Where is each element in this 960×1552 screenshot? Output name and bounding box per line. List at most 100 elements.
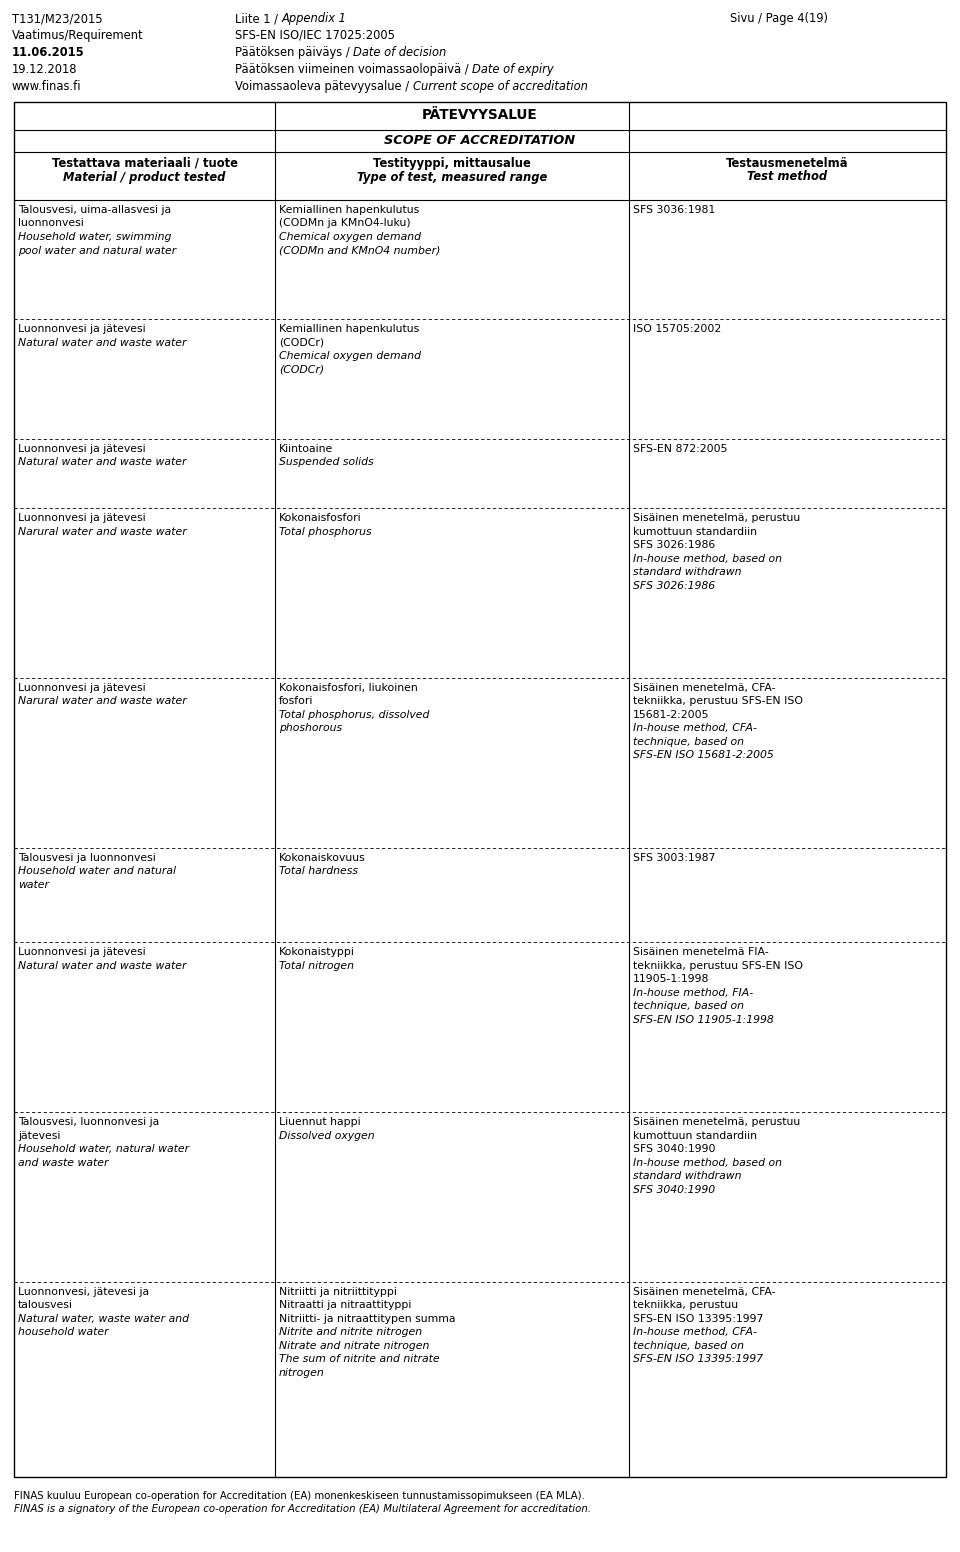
- Text: In-house method, based on: In-house method, based on: [634, 554, 782, 563]
- Text: Chemical oxygen demand: Chemical oxygen demand: [279, 351, 421, 362]
- Text: Test method: Test method: [748, 171, 828, 183]
- Text: Talousvesi, uima-allasvesi ja: Talousvesi, uima-allasvesi ja: [18, 205, 171, 216]
- Text: Talousvesi, luonnonvesi ja: Talousvesi, luonnonvesi ja: [18, 1117, 159, 1127]
- Text: Material / product tested: Material / product tested: [63, 171, 226, 183]
- Text: nitrogen: nitrogen: [279, 1367, 324, 1378]
- Text: Kemiallinen hapenkulutus: Kemiallinen hapenkulutus: [279, 205, 420, 216]
- Text: SFS-EN ISO 13395:1997: SFS-EN ISO 13395:1997: [634, 1315, 763, 1324]
- Text: standard withdrawn: standard withdrawn: [634, 1172, 742, 1181]
- Text: Nitriitti- ja nitraattitypen summa: Nitriitti- ja nitraattitypen summa: [279, 1315, 455, 1324]
- Text: technique, based on: technique, based on: [634, 737, 744, 747]
- Text: Luonnonvesi ja jätevesi: Luonnonvesi ja jätevesi: [18, 324, 146, 335]
- Text: SFS-EN ISO 11905-1:1998: SFS-EN ISO 11905-1:1998: [634, 1015, 774, 1024]
- Text: 15681-2:2005: 15681-2:2005: [634, 709, 709, 720]
- Text: Current scope of accreditation: Current scope of accreditation: [413, 81, 588, 93]
- Text: 19.12.2018: 19.12.2018: [12, 64, 78, 76]
- Text: In-house method, CFA-: In-house method, CFA-: [634, 723, 757, 734]
- Text: Kokonaiskovuus: Kokonaiskovuus: [279, 854, 366, 863]
- Text: Sivu / Page 4(19): Sivu / Page 4(19): [730, 12, 828, 25]
- Text: Narural water and waste water: Narural water and waste water: [18, 697, 187, 706]
- Text: pool water and natural water: pool water and natural water: [18, 245, 177, 256]
- Text: Kemiallinen hapenkulutus: Kemiallinen hapenkulutus: [279, 324, 420, 335]
- Text: luonnonvesi: luonnonvesi: [18, 219, 84, 228]
- Text: technique, based on: technique, based on: [634, 1341, 744, 1350]
- Text: In-house method, FIA-: In-house method, FIA-: [634, 987, 754, 998]
- Text: technique, based on: technique, based on: [634, 1001, 744, 1010]
- Text: Narural water and waste water: Narural water and waste water: [18, 526, 187, 537]
- Text: phoshorous: phoshorous: [279, 723, 342, 734]
- Text: Total hardness: Total hardness: [279, 866, 358, 877]
- Text: Type of test, measured range: Type of test, measured range: [357, 171, 547, 183]
- Text: Voimassaoleva pätevyysalue /: Voimassaoleva pätevyysalue /: [235, 81, 413, 93]
- Text: (CODCr): (CODCr): [279, 338, 324, 348]
- Text: Natural water and waste water: Natural water and waste water: [18, 961, 186, 970]
- Text: Sisäinen menetelmä, perustuu: Sisäinen menetelmä, perustuu: [634, 1117, 801, 1127]
- Text: Luonnonvesi ja jätevesi: Luonnonvesi ja jätevesi: [18, 683, 146, 692]
- Text: Vaatimus/Requirement: Vaatimus/Requirement: [12, 29, 144, 42]
- Text: Luonnonvesi ja jätevesi: Luonnonvesi ja jätevesi: [18, 947, 146, 958]
- Text: Kokonaisfosfori: Kokonaisfosfori: [279, 514, 362, 523]
- Text: household water: household water: [18, 1327, 108, 1338]
- Text: Liuennut happi: Liuennut happi: [279, 1117, 361, 1127]
- Text: Natural water and waste water: Natural water and waste water: [18, 338, 186, 348]
- Text: Sisäinen menetelmä FIA-: Sisäinen menetelmä FIA-: [634, 947, 769, 958]
- Text: Talousvesi ja luonnonvesi: Talousvesi ja luonnonvesi: [18, 854, 156, 863]
- Text: kumottuun standardiin: kumottuun standardiin: [634, 526, 757, 537]
- Text: (CODCr): (CODCr): [279, 365, 324, 376]
- Text: SFS-EN 872:2005: SFS-EN 872:2005: [634, 444, 728, 455]
- Text: Household water and natural: Household water and natural: [18, 866, 176, 877]
- Text: FINAS is a signatory of the European co-operation for Accreditation (EA) Multila: FINAS is a signatory of the European co-…: [14, 1504, 591, 1515]
- Text: Sisäinen menetelmä, CFA-: Sisäinen menetelmä, CFA-: [634, 1287, 776, 1297]
- Text: Nitraatti ja nitraattityppi: Nitraatti ja nitraattityppi: [279, 1301, 411, 1310]
- Text: fosfori: fosfori: [279, 697, 313, 706]
- Text: SFS 3003:1987: SFS 3003:1987: [634, 854, 715, 863]
- Text: Total nitrogen: Total nitrogen: [279, 961, 354, 970]
- Text: In-house method, CFA-: In-house method, CFA-: [634, 1327, 757, 1338]
- Text: Appendix 1: Appendix 1: [281, 12, 347, 25]
- Text: Luonnonvesi ja jätevesi: Luonnonvesi ja jätevesi: [18, 444, 146, 455]
- Text: Testityyppi, mittausalue: Testityyppi, mittausalue: [373, 157, 531, 171]
- Text: Total phosphorus, dissolved: Total phosphorus, dissolved: [279, 709, 429, 720]
- Text: tekniikka, perustuu SFS-EN ISO: tekniikka, perustuu SFS-EN ISO: [634, 961, 804, 970]
- Text: Suspended solids: Suspended solids: [279, 458, 373, 467]
- Text: Date of expiry: Date of expiry: [472, 64, 554, 76]
- Text: T131/M23/2015: T131/M23/2015: [12, 12, 103, 25]
- Text: Natural water, waste water and: Natural water, waste water and: [18, 1315, 189, 1324]
- Text: Total phosphorus: Total phosphorus: [279, 526, 372, 537]
- Text: standard withdrawn: standard withdrawn: [634, 566, 742, 577]
- Text: SFS-EN ISO 13395:1997: SFS-EN ISO 13395:1997: [634, 1355, 763, 1364]
- Text: Kokonaisfosfori, liukoinen: Kokonaisfosfori, liukoinen: [279, 683, 418, 692]
- Text: Päätöksen päiväys /: Päätöksen päiväys /: [235, 47, 353, 59]
- Text: SFS 3036:1981: SFS 3036:1981: [634, 205, 715, 216]
- Text: 11.06.2015: 11.06.2015: [12, 47, 84, 59]
- Text: and waste water: and waste water: [18, 1158, 108, 1167]
- Text: www.finas.fi: www.finas.fi: [12, 81, 82, 93]
- Text: SFS 3026:1986: SFS 3026:1986: [634, 580, 715, 591]
- Text: SFS-EN ISO 15681-2:2005: SFS-EN ISO 15681-2:2005: [634, 751, 774, 760]
- Text: talousvesi: talousvesi: [18, 1301, 73, 1310]
- Text: Sisäinen menetelmä, perustuu: Sisäinen menetelmä, perustuu: [634, 514, 801, 523]
- Text: SFS 3026:1986: SFS 3026:1986: [634, 540, 715, 549]
- Text: 11905-1:1998: 11905-1:1998: [634, 975, 709, 984]
- Bar: [14, 102, 946, 1478]
- Text: kumottuun standardiin: kumottuun standardiin: [634, 1130, 757, 1141]
- Text: Household water, natural water: Household water, natural water: [18, 1144, 189, 1155]
- Text: SFS 3040:1990: SFS 3040:1990: [634, 1184, 715, 1195]
- Text: Nitriitti ja nitriittityppi: Nitriitti ja nitriittityppi: [279, 1287, 396, 1297]
- Text: PÄTEVYYSALUE: PÄTEVYYSALUE: [422, 109, 538, 123]
- Text: Household water, swimming: Household water, swimming: [18, 231, 172, 242]
- Text: Päätöksen viimeinen voimassaolopäivä /: Päätöksen viimeinen voimassaolopäivä /: [235, 64, 472, 76]
- Text: Kokonaistyppi: Kokonaistyppi: [279, 947, 355, 958]
- Text: (CODMn ja KMnO4-luku): (CODMn ja KMnO4-luku): [279, 219, 411, 228]
- Text: Luonnonvesi ja jätevesi: Luonnonvesi ja jätevesi: [18, 514, 146, 523]
- Text: Nitrate and nitrate nitrogen: Nitrate and nitrate nitrogen: [279, 1341, 429, 1350]
- Text: Nitrite and nitrite nitrogen: Nitrite and nitrite nitrogen: [279, 1327, 422, 1338]
- Text: Liite 1 /: Liite 1 /: [235, 12, 281, 25]
- Text: water: water: [18, 880, 49, 889]
- Text: jätevesi: jätevesi: [18, 1130, 60, 1141]
- Text: Testausmenetelmä: Testausmenetelmä: [727, 157, 849, 171]
- Text: SFS 3040:1990: SFS 3040:1990: [634, 1144, 715, 1155]
- Text: FINAS kuuluu European co-operation for Accreditation (EA) monenkeskiseen tunnust: FINAS kuuluu European co-operation for A…: [14, 1491, 585, 1501]
- Text: (CODMn and KMnO4 number): (CODMn and KMnO4 number): [279, 245, 441, 256]
- Text: Testattava materiaali / tuote: Testattava materiaali / tuote: [52, 157, 237, 171]
